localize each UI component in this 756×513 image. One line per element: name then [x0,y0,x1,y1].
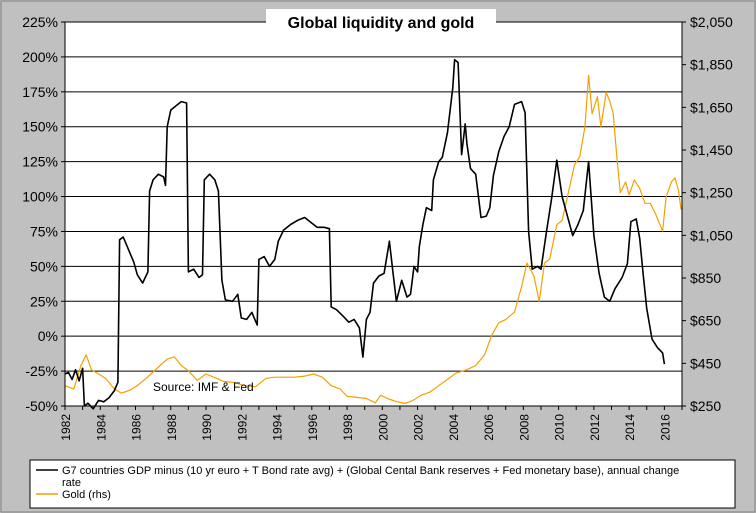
left-tick-label: 150% [22,119,58,135]
right-tick-label: $650 [690,313,721,329]
series-line-gold [64,74,682,404]
x-tick-label: 2002 [412,414,426,441]
right-tick-label: $850 [690,270,721,286]
left-tick-label: -25% [25,363,58,379]
legend-label-liquidity: G7 countries GDP minus (10 yr euro + T B… [62,465,682,489]
legend-label-liquidity-line2: rate [62,477,81,489]
x-tick-label: 1992 [235,414,249,441]
x-tick-label: 2016 [658,414,672,441]
series-layer [64,58,682,410]
x-tick-label: 1990 [200,414,214,441]
left-tick-label: 100% [22,189,58,205]
series-line-liquidity [64,58,666,410]
left-tick-label: 0% [38,328,58,344]
x-tick-label: 1986 [130,414,144,441]
left-tick-label: 200% [22,49,58,65]
right-tick-label: $1,850 [690,57,733,73]
x-tick-label: 1982 [59,414,73,441]
x-tick-label: 1996 [306,414,320,441]
legend: G7 countries GDP minus (10 yr euro + T B… [29,459,736,509]
right-tick-label: $2,050 [690,14,733,30]
x-tick-label: 2006 [482,414,496,441]
x-tick-label: 2004 [447,414,461,441]
gridlines [65,21,682,407]
right-axis: $250 $450 $650 $850 $1,050 $1,250 $1,450 $1,650… [682,14,733,414]
right-tick-label: $450 [690,355,721,371]
chart-title: Global liquidity and gold [288,15,475,32]
legend-box [29,459,736,509]
left-tick-label: 175% [22,84,58,100]
left-axis: -50% -25% 0% 25% 50% 75% 100% 125% 150% 175% 200% 2… [22,14,65,414]
legend-label-liquidity-line1: G7 countries GDP minus (10 yr euro + T B… [62,465,679,477]
x-tick-label: 2014 [623,414,637,441]
x-tick-label: 2012 [588,414,602,441]
left-tick-label: -50% [25,398,58,414]
right-tick-label: $1,250 [690,185,733,201]
plot-area [65,22,682,406]
x-tick-label: 2010 [553,414,567,441]
x-tick-label: 1994 [271,414,285,441]
x-tick-label: 2000 [376,414,390,441]
left-tick-label: 50% [30,258,58,274]
title-box [266,9,496,35]
x-axis: 1982 1984 1986 1988 1990 1992 1994 1996 1998 2000… [59,406,683,441]
left-tick-label: 125% [22,154,58,170]
x-tick-label: 1984 [94,414,108,441]
right-tick-label: $1,050 [690,227,733,243]
right-tick-label: $250 [690,398,721,414]
right-tick-label: $1,450 [690,142,733,158]
left-tick-label: 225% [22,14,58,30]
left-tick-label: 25% [30,293,58,309]
source-note: Source: IMF & Fed [153,380,254,394]
left-tick-label: 75% [30,223,58,239]
right-tick-label: $1,650 [690,99,733,115]
x-tick-label: 1988 [165,414,179,441]
legend-label-gold: Gold (rhs) [62,489,111,501]
x-tick-label: 2008 [517,414,531,441]
x-tick-label: 1998 [341,414,355,441]
